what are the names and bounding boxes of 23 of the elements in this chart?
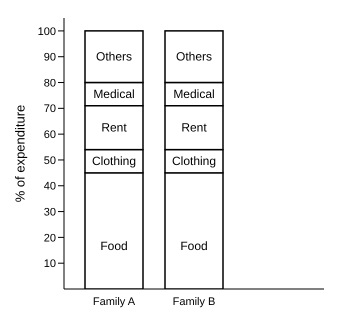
series-label: Clothing [92, 154, 136, 168]
x-tick-label: Family B [172, 296, 216, 308]
y-tick-label: 70 [44, 103, 56, 116]
y-tick-label: 20 [44, 232, 56, 244]
text: Medical [173, 87, 215, 102]
text: Others [176, 50, 212, 64]
y-tick-label: 40 [44, 180, 56, 193]
y-tick-label: 60 [44, 129, 56, 142]
series-label: Rent [101, 120, 128, 135]
y-tick-label: 90 [44, 52, 56, 64]
y-tick-label: 80 [44, 77, 56, 90]
y-tick-label: 50 [44, 154, 56, 167]
y-tick-label: 30 [44, 206, 56, 218]
y-tick-label: 10 [44, 258, 56, 270]
y-axis-title: % of expenditure [12, 104, 28, 202]
text: Rent [181, 120, 207, 135]
x-tick-label: Family A [92, 296, 136, 308]
y-tick-label: 100 [38, 26, 56, 38]
series-label: Medical [93, 87, 135, 102]
series-label: Others [96, 50, 132, 64]
text: Food [180, 238, 208, 253]
series-label: Food [100, 238, 128, 253]
text: Clothing [172, 154, 216, 168]
